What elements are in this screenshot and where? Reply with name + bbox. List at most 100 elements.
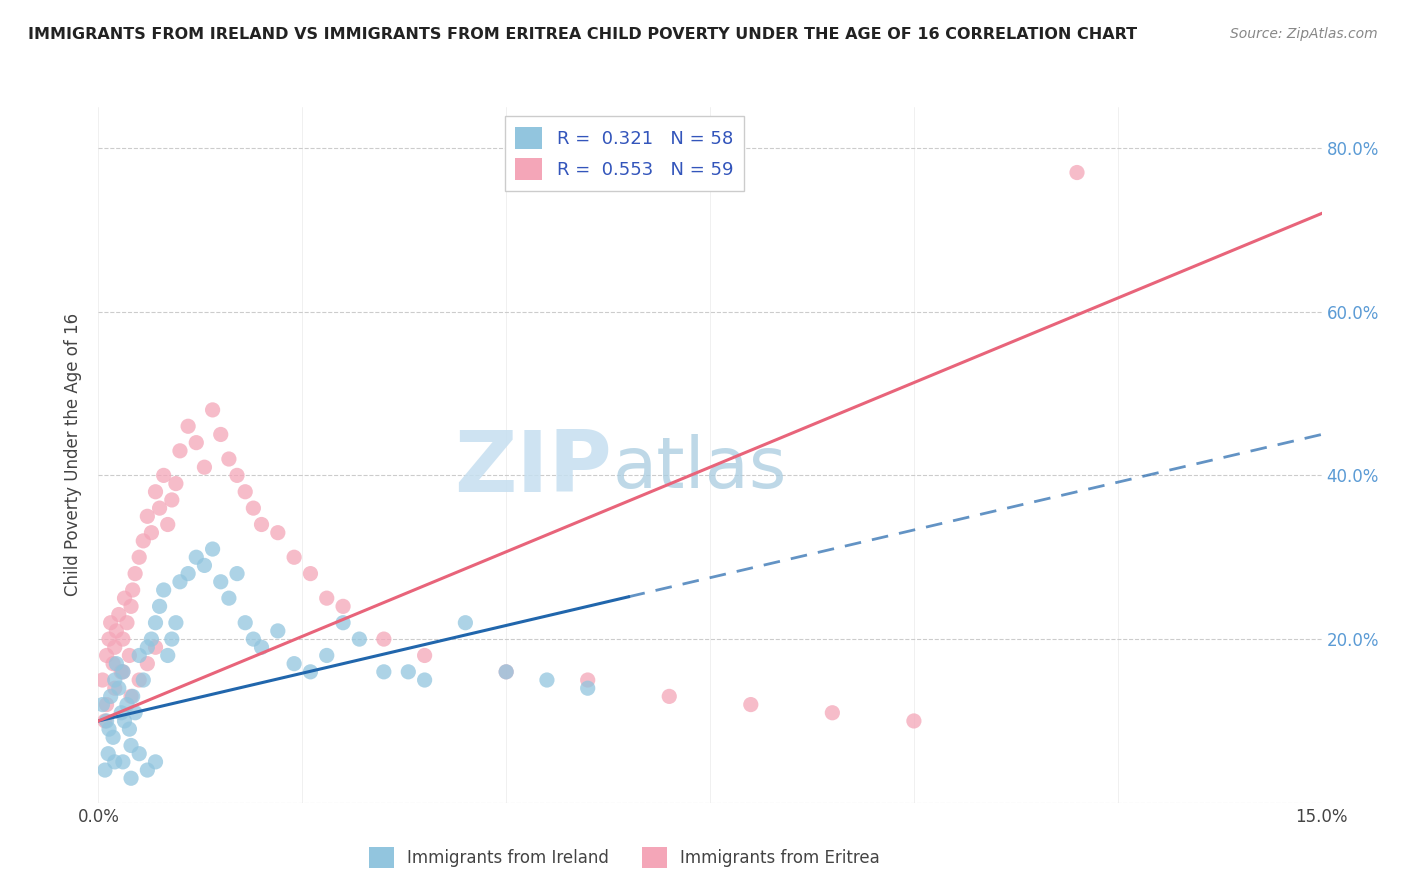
Point xyxy=(413,648,436,663)
Point xyxy=(108,681,131,696)
Point xyxy=(96,714,118,728)
Point xyxy=(145,755,167,769)
Point xyxy=(332,615,354,630)
Point xyxy=(98,722,121,736)
Point xyxy=(111,632,134,646)
Point xyxy=(101,657,124,671)
Point xyxy=(332,599,354,614)
Point xyxy=(165,615,187,630)
Point xyxy=(396,665,419,679)
Point xyxy=(413,673,436,687)
Point xyxy=(121,690,143,704)
Point xyxy=(145,640,167,655)
Text: IMMIGRANTS FROM IRELAND VS IMMIGRANTS FROM ERITREA CHILD POVERTY UNDER THE AGE O: IMMIGRANTS FROM IRELAND VS IMMIGRANTS FR… xyxy=(28,27,1137,42)
Point xyxy=(132,673,155,687)
Point xyxy=(186,550,208,565)
Point xyxy=(136,640,159,655)
Point xyxy=(315,591,337,606)
Point xyxy=(1066,165,1088,179)
Point xyxy=(209,427,232,442)
Point xyxy=(536,673,558,687)
Point xyxy=(118,722,141,736)
Point xyxy=(98,632,121,646)
Point xyxy=(576,681,599,696)
Point xyxy=(91,673,114,687)
Point xyxy=(145,615,167,630)
Point xyxy=(267,525,290,540)
Point xyxy=(349,632,371,646)
Point xyxy=(128,550,150,565)
Point xyxy=(110,665,132,679)
Point xyxy=(111,665,134,679)
Point xyxy=(94,763,117,777)
Point xyxy=(177,566,200,581)
Point xyxy=(209,574,232,589)
Point xyxy=(218,591,240,606)
Point xyxy=(96,648,118,663)
Point xyxy=(156,648,179,663)
Text: ZIP: ZIP xyxy=(454,427,612,510)
Point xyxy=(201,542,224,557)
Point xyxy=(576,673,599,687)
Point xyxy=(283,657,305,671)
Point xyxy=(169,574,191,589)
Point xyxy=(193,558,215,573)
Point xyxy=(299,566,322,581)
Point xyxy=(267,624,290,638)
Point xyxy=(242,501,264,516)
Point xyxy=(136,763,159,777)
Point xyxy=(104,640,127,655)
Point xyxy=(128,747,150,761)
Legend: Immigrants from Ireland, Immigrants from Eritrea: Immigrants from Ireland, Immigrants from… xyxy=(361,841,887,874)
Point xyxy=(132,533,155,548)
Point xyxy=(903,714,925,728)
Point xyxy=(141,525,163,540)
Point xyxy=(110,706,132,720)
Point xyxy=(105,657,128,671)
Point xyxy=(108,607,131,622)
Point xyxy=(145,484,167,499)
Point xyxy=(115,615,138,630)
Point xyxy=(373,632,395,646)
Point xyxy=(120,771,142,785)
Point xyxy=(100,690,122,704)
Point xyxy=(165,476,187,491)
Point xyxy=(101,731,124,745)
Point xyxy=(283,550,305,565)
Point xyxy=(821,706,844,720)
Point xyxy=(233,615,256,630)
Point xyxy=(118,648,141,663)
Point xyxy=(124,706,146,720)
Point xyxy=(218,452,240,467)
Point xyxy=(104,681,127,696)
Point xyxy=(120,690,142,704)
Point xyxy=(233,484,256,499)
Point xyxy=(152,468,174,483)
Point xyxy=(149,501,172,516)
Point xyxy=(152,582,174,597)
Point xyxy=(226,566,249,581)
Point xyxy=(115,698,138,712)
Point xyxy=(94,714,117,728)
Point xyxy=(114,714,136,728)
Point xyxy=(156,517,179,532)
Point xyxy=(105,624,128,638)
Point xyxy=(149,599,172,614)
Point xyxy=(100,615,122,630)
Point xyxy=(201,403,224,417)
Point xyxy=(658,690,681,704)
Text: atlas: atlas xyxy=(612,434,786,503)
Point xyxy=(97,747,120,761)
Point xyxy=(169,443,191,458)
Point xyxy=(111,755,134,769)
Point xyxy=(299,665,322,679)
Point xyxy=(111,665,134,679)
Point xyxy=(226,468,249,483)
Point xyxy=(120,599,142,614)
Point xyxy=(454,615,477,630)
Point xyxy=(250,640,273,655)
Point xyxy=(128,673,150,687)
Point xyxy=(136,509,159,524)
Point xyxy=(128,648,150,663)
Point xyxy=(124,566,146,581)
